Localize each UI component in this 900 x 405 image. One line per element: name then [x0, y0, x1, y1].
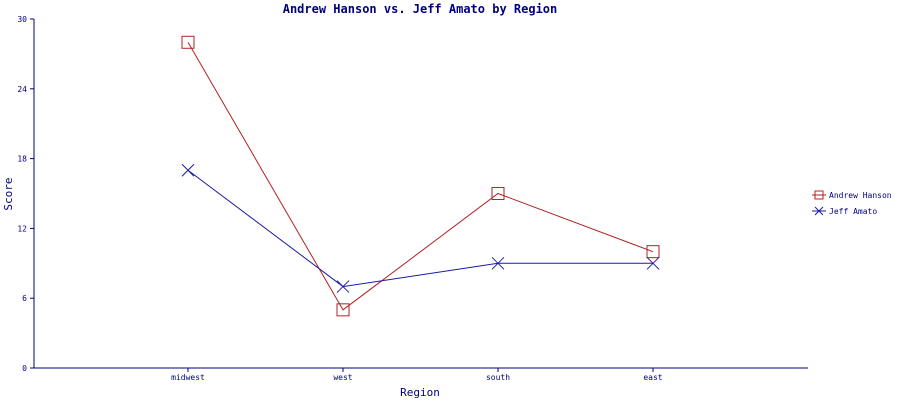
series-1	[181, 163, 660, 293]
data-point-x	[181, 163, 195, 177]
series-line	[187, 42, 654, 311]
axes: 0 6 12 18 24 30 midwest west south east	[17, 15, 808, 382]
data-point-x-stroke	[181, 163, 195, 177]
data-point-square	[181, 35, 195, 49]
data-point-x	[646, 256, 660, 270]
data-point-square	[336, 303, 350, 317]
series-line	[187, 169, 653, 288]
legend-label: Jeff Amato	[829, 207, 877, 216]
y-tick-label: 0	[22, 364, 27, 373]
chart-title: Andrew Hanson vs. Jeff Amato by Region	[283, 2, 558, 16]
legend-item: Jeff Amato	[812, 206, 877, 216]
x-tick-label: south	[486, 373, 510, 382]
x-tick-label: east	[643, 373, 662, 382]
y-tick-label: 18	[17, 155, 27, 164]
data-point-square	[491, 187, 505, 200]
y-tick-label: 6	[22, 294, 27, 303]
y-tick-label: 12	[17, 224, 27, 233]
legend: Andrew Hanson Jeff Amato	[812, 190, 892, 216]
series-0	[181, 35, 660, 317]
legend-marker-square	[814, 190, 824, 200]
data-point-square	[646, 245, 660, 259]
y-axis-title: Score	[2, 177, 15, 210]
data-point-x	[336, 280, 350, 293]
y-tick-label: 30	[17, 15, 27, 24]
series-layer	[181, 35, 660, 317]
x-axis-title: Region	[400, 386, 440, 399]
x-tick-label: west	[333, 373, 352, 382]
data-point-x-stroke	[646, 256, 660, 270]
data-point-x-stroke	[336, 280, 350, 293]
legend-marker-x	[814, 206, 824, 216]
y-tick-label: 24	[17, 85, 27, 94]
legend-label: Andrew Hanson	[829, 191, 892, 200]
legend-item: Andrew Hanson	[812, 190, 892, 200]
x-tick-label: midwest	[171, 373, 205, 382]
data-point-x	[491, 256, 505, 270]
data-point-x-stroke	[491, 256, 505, 270]
